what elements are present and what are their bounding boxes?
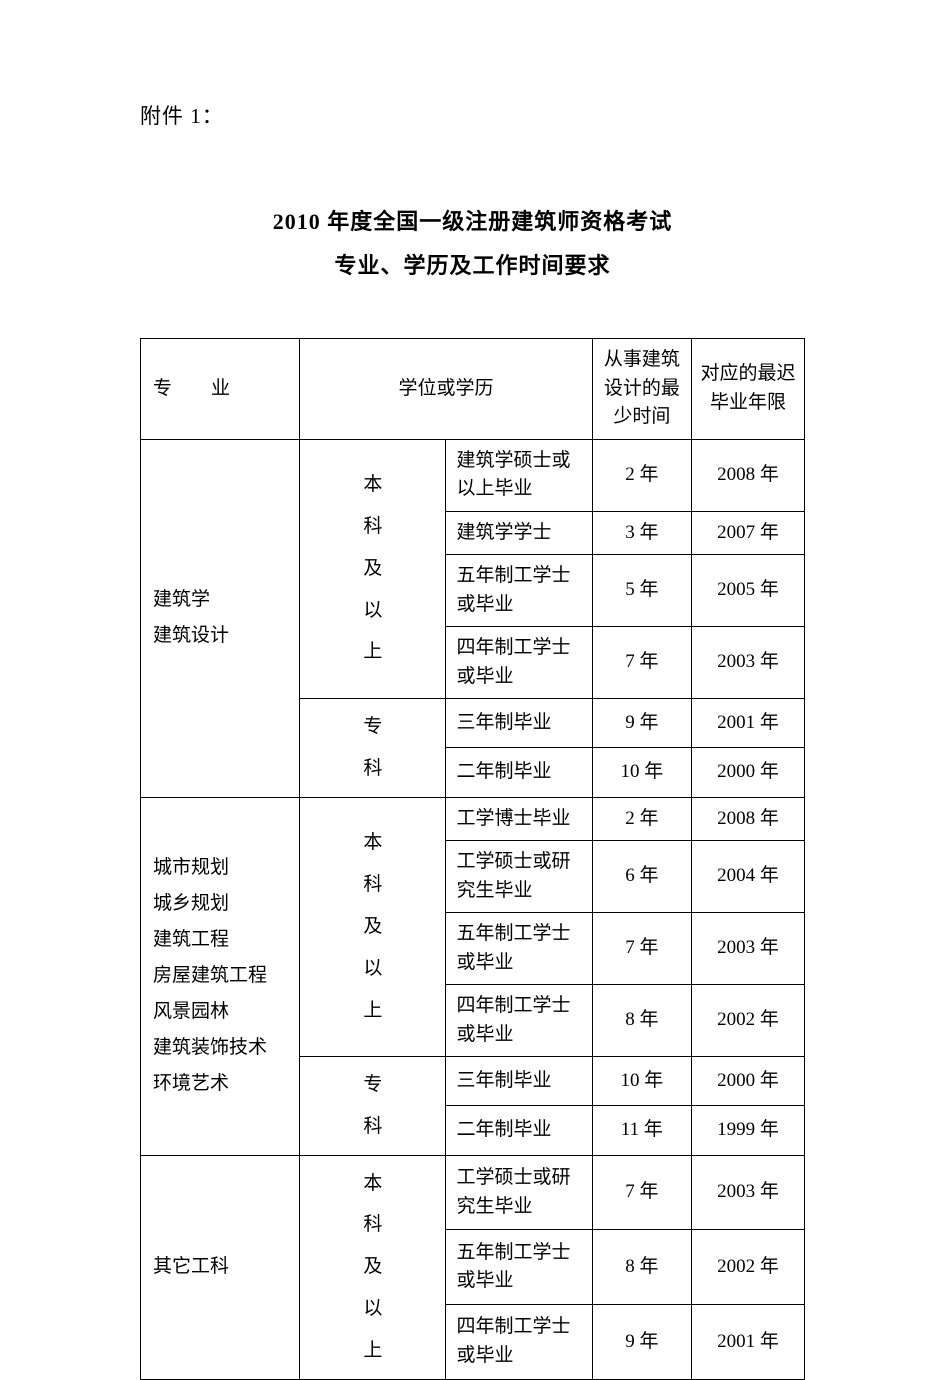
major-text: 其它工科 bbox=[153, 1256, 229, 1277]
cell-grad-year: 2003 年 bbox=[692, 1155, 805, 1230]
cell-grad-year: 2003 年 bbox=[692, 627, 805, 699]
cell-grad-year: 2002 年 bbox=[692, 1230, 805, 1305]
table-header-row: 专 业 学位或学历 从事建筑设计的最少时间 对应的最迟毕业年限 bbox=[141, 339, 805, 440]
cell-grad-year: 2008 年 bbox=[692, 797, 805, 841]
cell-degree: 工学博士毕业 bbox=[446, 797, 592, 841]
cell-degree: 五年制工学士或毕业 bbox=[446, 1230, 592, 1305]
cell-min-time: 7 年 bbox=[592, 627, 692, 699]
cell-major: 建筑学建筑设计 bbox=[141, 439, 300, 797]
cell-degree: 二年制毕业 bbox=[446, 748, 592, 797]
major-text: 建筑学建筑设计 bbox=[153, 589, 229, 646]
cell-major: 其它工科 bbox=[141, 1155, 300, 1379]
cell-min-time: 11 年 bbox=[592, 1106, 692, 1155]
cell-major: 城市规划城乡规划建筑工程房屋建筑工程风景园林建筑装饰技术环境艺术 bbox=[141, 797, 300, 1155]
cell-min-time: 7 年 bbox=[592, 1155, 692, 1230]
cell-degree: 二年制毕业 bbox=[446, 1106, 592, 1155]
cell-level: 本科及以上 bbox=[300, 1155, 446, 1379]
cell-min-time: 10 年 bbox=[592, 1057, 692, 1106]
table-row: 其它工科 本科及以上 工学硕士或研究生毕业 7 年 2003 年 bbox=[141, 1155, 805, 1230]
cell-degree: 四年制工学士或毕业 bbox=[446, 627, 592, 699]
cell-grad-year: 1999 年 bbox=[692, 1106, 805, 1155]
cell-degree: 四年制工学士或毕业 bbox=[446, 1305, 592, 1380]
level-text: 本科及以上 bbox=[363, 474, 382, 662]
col-header-min-time: 从事建筑设计的最少时间 bbox=[592, 339, 692, 440]
cell-degree: 四年制工学士或毕业 bbox=[446, 985, 592, 1057]
cell-min-time: 8 年 bbox=[592, 985, 692, 1057]
table-body: 建筑学建筑设计 本科及以上 建筑学硕士或以上毕业 2 年 2008 年 建筑学学… bbox=[141, 439, 805, 1379]
cell-min-time: 10 年 bbox=[592, 748, 692, 797]
title-line-1: 2010 年度全国一级注册建筑师资格考试 bbox=[140, 200, 805, 244]
cell-degree: 工学硕士或研究生毕业 bbox=[446, 841, 592, 913]
cell-degree: 建筑学硕士或以上毕业 bbox=[446, 439, 592, 511]
cell-min-time: 8 年 bbox=[592, 1230, 692, 1305]
cell-grad-year: 2001 年 bbox=[692, 699, 805, 748]
major-text: 城市规划城乡规划建筑工程房屋建筑工程风景园林建筑装饰技术环境艺术 bbox=[153, 857, 267, 1095]
cell-grad-year: 2003 年 bbox=[692, 913, 805, 985]
cell-level: 专科 bbox=[300, 1057, 446, 1156]
cell-min-time: 9 年 bbox=[592, 699, 692, 748]
cell-min-time: 7 年 bbox=[592, 913, 692, 985]
cell-grad-year: 2002 年 bbox=[692, 985, 805, 1057]
title-block: 2010 年度全国一级注册建筑师资格考试 专业、学历及工作时间要求 bbox=[140, 200, 805, 288]
col-header-grad-year: 对应的最迟毕业年限 bbox=[692, 339, 805, 440]
table-row: 城市规划城乡规划建筑工程房屋建筑工程风景园林建筑装饰技术环境艺术 本科及以上 工… bbox=[141, 797, 805, 841]
cell-degree: 三年制毕业 bbox=[446, 1057, 592, 1106]
level-text: 专科 bbox=[363, 1074, 382, 1137]
level-text: 本科及以上 bbox=[363, 832, 382, 1020]
cell-grad-year: 2000 年 bbox=[692, 1057, 805, 1106]
col-header-degree: 学位或学历 bbox=[300, 339, 592, 440]
cell-degree: 三年制毕业 bbox=[446, 699, 592, 748]
cell-min-time: 6 年 bbox=[592, 841, 692, 913]
attachment-label: 附件 1： bbox=[140, 100, 805, 130]
cell-degree: 五年制工学士或毕业 bbox=[446, 555, 592, 627]
cell-grad-year: 2005 年 bbox=[692, 555, 805, 627]
cell-level: 专科 bbox=[300, 699, 446, 798]
cell-degree: 工学硕士或研究生毕业 bbox=[446, 1155, 592, 1230]
cell-level: 本科及以上 bbox=[300, 797, 446, 1057]
cell-min-time: 3 年 bbox=[592, 511, 692, 555]
cell-grad-year: 2000 年 bbox=[692, 748, 805, 797]
cell-grad-year: 2001 年 bbox=[692, 1305, 805, 1380]
cell-min-time: 9 年 bbox=[592, 1305, 692, 1380]
cell-min-time: 5 年 bbox=[592, 555, 692, 627]
cell-grad-year: 2004 年 bbox=[692, 841, 805, 913]
cell-level: 本科及以上 bbox=[300, 439, 446, 699]
cell-min-time: 2 年 bbox=[592, 797, 692, 841]
cell-degree: 五年制工学士或毕业 bbox=[446, 913, 592, 985]
table-row: 建筑学建筑设计 本科及以上 建筑学硕士或以上毕业 2 年 2008 年 bbox=[141, 439, 805, 511]
cell-grad-year: 2008 年 bbox=[692, 439, 805, 511]
requirements-table: 专 业 学位或学历 从事建筑设计的最少时间 对应的最迟毕业年限 建筑学建筑设计 … bbox=[140, 338, 805, 1380]
title-line-2: 专业、学历及工作时间要求 bbox=[140, 244, 805, 288]
cell-degree: 建筑学学士 bbox=[446, 511, 592, 555]
col-header-major: 专 业 bbox=[141, 339, 300, 440]
cell-grad-year: 2007 年 bbox=[692, 511, 805, 555]
level-text: 专科 bbox=[363, 716, 382, 779]
cell-min-time: 2 年 bbox=[592, 439, 692, 511]
level-text: 本科及以上 bbox=[363, 1173, 382, 1361]
